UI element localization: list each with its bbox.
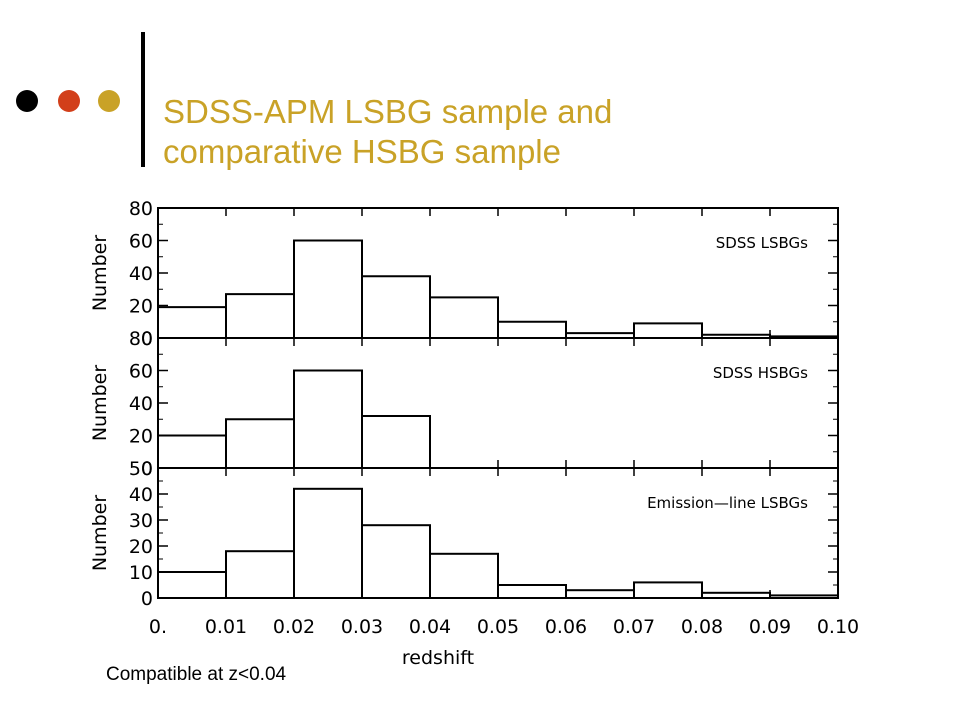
- y-tick-label: 40: [129, 484, 153, 506]
- histogram-bar: [157, 306, 227, 339]
- y-tick-label: 80: [129, 328, 153, 350]
- histogram-bar: [565, 589, 635, 600]
- x-tick-label: 0.09: [749, 616, 791, 638]
- histogram-bar: [633, 581, 703, 599]
- histogram-bar: [701, 591, 771, 599]
- y-tick-label: 0: [141, 458, 153, 480]
- x-tick-label: 0.05: [477, 616, 519, 638]
- panel-legend-label: SDSS HSBGs: [713, 364, 808, 382]
- slide-caption: Compatible at z<0.04: [106, 664, 287, 685]
- y-tick-label: 40: [129, 393, 153, 415]
- y-tick-label: 20: [129, 296, 153, 318]
- histogram-bar: [157, 571, 227, 599]
- histogram-bar: [225, 293, 295, 339]
- x-axis-label: redshift: [402, 647, 474, 669]
- x-tick-label: 0.10: [817, 616, 859, 638]
- histogram-bar: [497, 320, 567, 339]
- x-tick-label: 0.07: [613, 616, 655, 638]
- slide-title-line-2: comparative HSBG sample: [163, 133, 561, 171]
- histogram-bar: [361, 524, 431, 600]
- histogram-bar: [293, 369, 363, 469]
- histogram-bar: [293, 239, 363, 339]
- y-tick-label: 0: [141, 588, 153, 610]
- histogram-bar: [225, 550, 295, 600]
- black-bullet-dot: [16, 90, 38, 112]
- title-divider: [141, 32, 145, 167]
- slide-title: SDSS-APM LSBG sample and comparative HSB…: [163, 92, 943, 172]
- slide-title-line-1: SDSS-APM LSBG sample and: [163, 93, 613, 131]
- histogram-bar: [429, 552, 499, 599]
- x-tick-label: 0.: [149, 616, 167, 638]
- histogram-bar: [361, 275, 431, 339]
- panel-legend-label: Emission—line LSBGs: [647, 494, 808, 512]
- y-tick-label: 20: [129, 426, 153, 448]
- y-tick-label: 20: [129, 536, 153, 558]
- histogram-bar: [497, 584, 567, 599]
- histogram-bar: [157, 434, 227, 469]
- y-tick-label: 80: [129, 198, 153, 220]
- x-tick-label: 0.01: [205, 616, 247, 638]
- panel-legend-label: SDSS LSBGs: [716, 234, 808, 252]
- histogram-bar: [293, 487, 363, 599]
- y-tick-label: 10: [129, 562, 153, 584]
- y-axis-label: Number: [89, 365, 111, 442]
- red-bullet-dot: [58, 90, 80, 112]
- y-axis-label: Number: [89, 235, 111, 312]
- histogram-bar: [361, 415, 431, 469]
- x-tick-label: 0.08: [681, 616, 723, 638]
- x-tick-label: 0.02: [273, 616, 315, 638]
- x-tick-label: 0.06: [545, 616, 587, 638]
- redshift-histogram-chart: 0 20 40 60 80 SDSS LSBGs Number 0 20 40 60 80 SDSS H…: [89, 198, 859, 669]
- y-axis-label: Number: [89, 495, 111, 572]
- gold-bullet-dot: [98, 90, 120, 112]
- histogram-bar: [225, 418, 295, 469]
- histogram-bar: [429, 296, 499, 339]
- x-tick-label: 0.03: [341, 616, 383, 638]
- y-tick-label: 60: [129, 361, 153, 383]
- x-tick-label: 0.04: [409, 616, 451, 638]
- y-tick-label: 40: [129, 263, 153, 285]
- histogram-bar: [769, 594, 839, 599]
- y-tick-label: 60: [129, 231, 153, 253]
- y-tick-label: 30: [129, 510, 153, 532]
- y-tick-label: 50: [129, 458, 153, 480]
- y-tick-label: 0: [141, 328, 153, 350]
- histogram-bar: [633, 322, 703, 339]
